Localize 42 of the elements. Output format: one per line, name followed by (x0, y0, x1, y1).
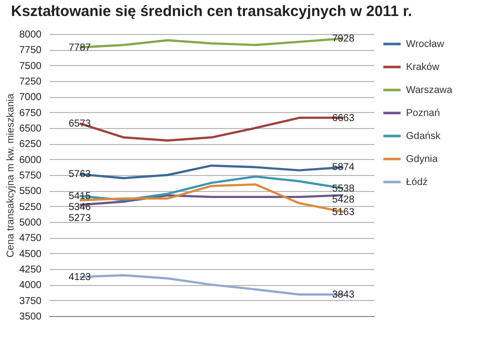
y-tick-label: 7250 (19, 76, 42, 88)
y-tick-label: 3500 (19, 312, 42, 322)
data-label: 5763 (68, 169, 92, 180)
legend-label: Warszawa (406, 85, 453, 96)
data-label: 5874 (332, 162, 355, 174)
y-tick-label: 5500 (19, 186, 42, 198)
data-label: 3843 (332, 290, 355, 301)
legend-label: Gdańsk (406, 131, 442, 142)
data-label: 5428 (332, 194, 355, 206)
legend-label: Łódź (406, 177, 428, 188)
data-label: 5273 (68, 212, 92, 224)
data-label: 7787 (68, 42, 92, 54)
legend-label: Poznań (406, 108, 440, 119)
y-tick-label: 4500 (19, 248, 42, 260)
data-label: 6663 (332, 112, 355, 124)
y-tick-label: 4000 (19, 280, 42, 292)
y-tick-label: 7500 (19, 60, 42, 72)
data-label: 5415 (68, 190, 92, 202)
legend-label: Gdynia (406, 154, 438, 165)
y-tick-label: 5750 (19, 170, 42, 182)
legend-label: Kraków (406, 62, 440, 73)
y-tick-label: 4750 (19, 233, 42, 244)
chart-title: Kształtowanie się średnich cen transakcyjnych w 2011 r. (10, 3, 412, 20)
y-tick-label: 7750 (19, 45, 42, 56)
y-tick-label: 5000 (19, 218, 42, 228)
data-label: 7928 (332, 34, 355, 45)
y-tick-label: 3750 (19, 296, 42, 307)
data-label: 6573 (68, 118, 92, 130)
y-tick-label: 6250 (19, 139, 42, 150)
y-tick-label: 6750 (19, 108, 42, 119)
y-tick-label: 6000 (19, 154, 42, 166)
y-axis-title: Cena transakcyjna m kw. mieszkania (5, 93, 16, 258)
y-tick-label: 5250 (19, 202, 42, 213)
data-label: 4123 (68, 272, 92, 283)
data-label: 5346 (68, 202, 92, 213)
y-tick-label: 6500 (19, 124, 42, 134)
data-label: 5163 (332, 206, 355, 218)
legend-label: Wrocław (406, 39, 445, 50)
y-tick-label: 4250 (19, 264, 42, 276)
y-tick-label: 8000 (19, 30, 42, 40)
data-label: 5538 (332, 183, 355, 194)
y-tick-label: 7000 (19, 92, 42, 104)
